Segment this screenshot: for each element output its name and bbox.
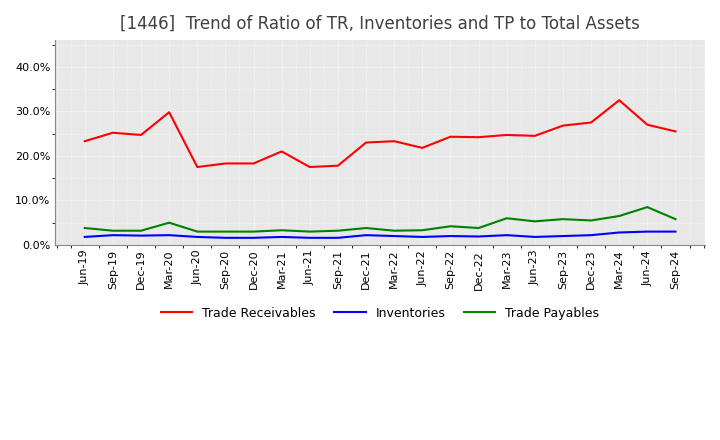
Trade Payables	[193, 229, 202, 234]
Trade Payables	[615, 213, 624, 219]
Trade Payables	[305, 229, 314, 234]
Inventories	[671, 229, 680, 234]
Inventories	[221, 235, 230, 241]
Trade Payables	[559, 216, 567, 222]
Inventories	[390, 233, 398, 238]
Trade Receivables	[671, 129, 680, 134]
Inventories	[277, 234, 286, 239]
Inventories	[249, 235, 258, 241]
Trade Receivables	[305, 165, 314, 170]
Title: [1446]  Trend of Ratio of TR, Inventories and TP to Total Assets: [1446] Trend of Ratio of TR, Inventories…	[120, 15, 640, 33]
Inventories	[503, 232, 511, 238]
Trade Payables	[81, 225, 89, 231]
Inventories	[615, 230, 624, 235]
Inventories	[559, 233, 567, 238]
Inventories	[474, 234, 483, 239]
Legend: Trade Receivables, Inventories, Trade Payables: Trade Receivables, Inventories, Trade Pa…	[156, 302, 604, 325]
Inventories	[643, 229, 652, 234]
Trade Payables	[390, 228, 398, 233]
Inventories	[446, 233, 455, 238]
Trade Receivables	[109, 130, 117, 136]
Trade Receivables	[137, 132, 145, 138]
Inventories	[418, 234, 427, 239]
Trade Payables	[249, 229, 258, 234]
Trade Receivables	[390, 139, 398, 144]
Trade Payables	[109, 228, 117, 233]
Trade Receivables	[474, 135, 483, 140]
Trade Payables	[474, 225, 483, 231]
Line: Inventories: Inventories	[85, 231, 675, 238]
Inventories	[305, 235, 314, 241]
Trade Payables	[165, 220, 174, 225]
Inventories	[109, 232, 117, 238]
Trade Payables	[587, 218, 595, 223]
Trade Payables	[531, 219, 539, 224]
Trade Receivables	[643, 122, 652, 127]
Trade Payables	[361, 225, 370, 231]
Trade Payables	[503, 216, 511, 221]
Inventories	[361, 232, 370, 238]
Inventories	[587, 232, 595, 238]
Line: Trade Payables: Trade Payables	[85, 207, 675, 231]
Trade Receivables	[418, 145, 427, 150]
Trade Payables	[277, 227, 286, 233]
Inventories	[333, 235, 342, 241]
Trade Receivables	[587, 120, 595, 125]
Trade Receivables	[249, 161, 258, 166]
Trade Receivables	[81, 139, 89, 144]
Inventories	[165, 232, 174, 238]
Trade Payables	[446, 224, 455, 229]
Trade Receivables	[221, 161, 230, 166]
Trade Receivables	[503, 132, 511, 138]
Trade Receivables	[277, 149, 286, 154]
Trade Receivables	[361, 140, 370, 145]
Inventories	[137, 233, 145, 238]
Trade Payables	[137, 228, 145, 233]
Inventories	[193, 234, 202, 239]
Trade Receivables	[615, 98, 624, 103]
Trade Receivables	[446, 134, 455, 139]
Inventories	[81, 234, 89, 239]
Line: Trade Receivables: Trade Receivables	[85, 100, 675, 167]
Trade Receivables	[333, 163, 342, 169]
Trade Receivables	[559, 123, 567, 128]
Trade Payables	[643, 205, 652, 210]
Inventories	[531, 234, 539, 239]
Trade Payables	[221, 229, 230, 234]
Trade Payables	[418, 227, 427, 233]
Trade Payables	[333, 228, 342, 233]
Trade Receivables	[193, 165, 202, 170]
Trade Receivables	[531, 133, 539, 139]
Trade Receivables	[165, 110, 174, 115]
Trade Payables	[671, 216, 680, 222]
